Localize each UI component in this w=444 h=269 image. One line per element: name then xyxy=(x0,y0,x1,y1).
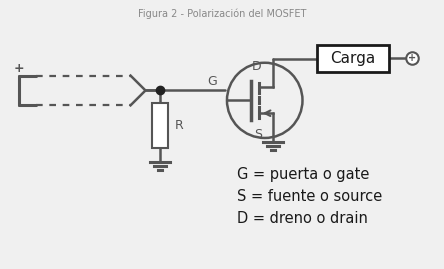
Text: S: S xyxy=(254,128,262,140)
Bar xyxy=(317,45,389,72)
Text: D = dreno o drain: D = dreno o drain xyxy=(237,211,368,226)
Text: Carga: Carga xyxy=(330,51,376,66)
Text: G: G xyxy=(207,75,217,88)
Text: +: + xyxy=(14,62,24,75)
Bar xyxy=(152,103,168,148)
Text: D: D xyxy=(252,60,262,73)
Text: S = fuente o source: S = fuente o source xyxy=(237,189,382,204)
Text: Figura 2 - Polarización del MOSFET: Figura 2 - Polarización del MOSFET xyxy=(138,8,306,19)
Text: R: R xyxy=(174,119,183,132)
Text: G = puerta o gate: G = puerta o gate xyxy=(237,167,369,182)
Text: +: + xyxy=(408,53,416,63)
